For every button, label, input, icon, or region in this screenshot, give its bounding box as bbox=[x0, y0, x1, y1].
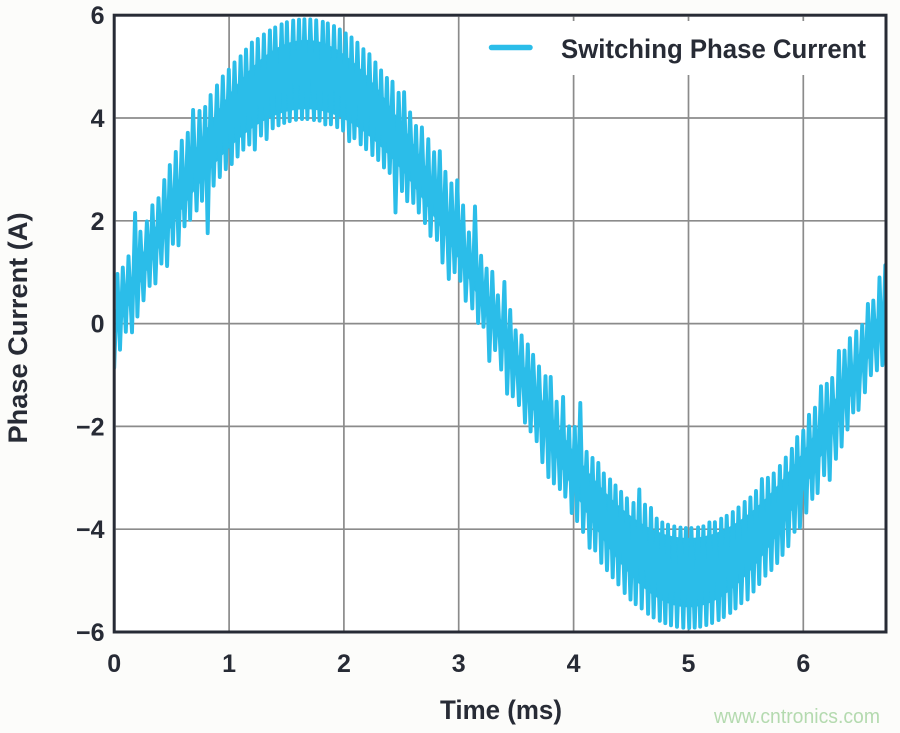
svg-text:0: 0 bbox=[107, 650, 121, 678]
svg-text:−2: −2 bbox=[76, 413, 105, 441]
svg-text:2: 2 bbox=[337, 650, 351, 678]
svg-text:2: 2 bbox=[91, 208, 105, 236]
svg-text:4: 4 bbox=[91, 105, 105, 133]
svg-text:1: 1 bbox=[222, 650, 236, 678]
svg-text:4: 4 bbox=[567, 650, 581, 678]
svg-text:Time (ms): Time (ms) bbox=[440, 695, 562, 725]
svg-text:Switching Phase Current: Switching Phase Current bbox=[561, 34, 866, 64]
svg-text:6: 6 bbox=[796, 650, 810, 678]
svg-text:5: 5 bbox=[682, 650, 696, 678]
svg-text:Phase Current (A): Phase Current (A) bbox=[3, 213, 33, 444]
svg-text:−6: −6 bbox=[76, 619, 105, 647]
svg-text:−4: −4 bbox=[76, 516, 105, 544]
svg-text:www.cntronics.com: www.cntronics.com bbox=[713, 706, 880, 728]
svg-text:6: 6 bbox=[91, 2, 105, 30]
svg-text:3: 3 bbox=[452, 650, 466, 678]
svg-text:0: 0 bbox=[91, 311, 105, 339]
